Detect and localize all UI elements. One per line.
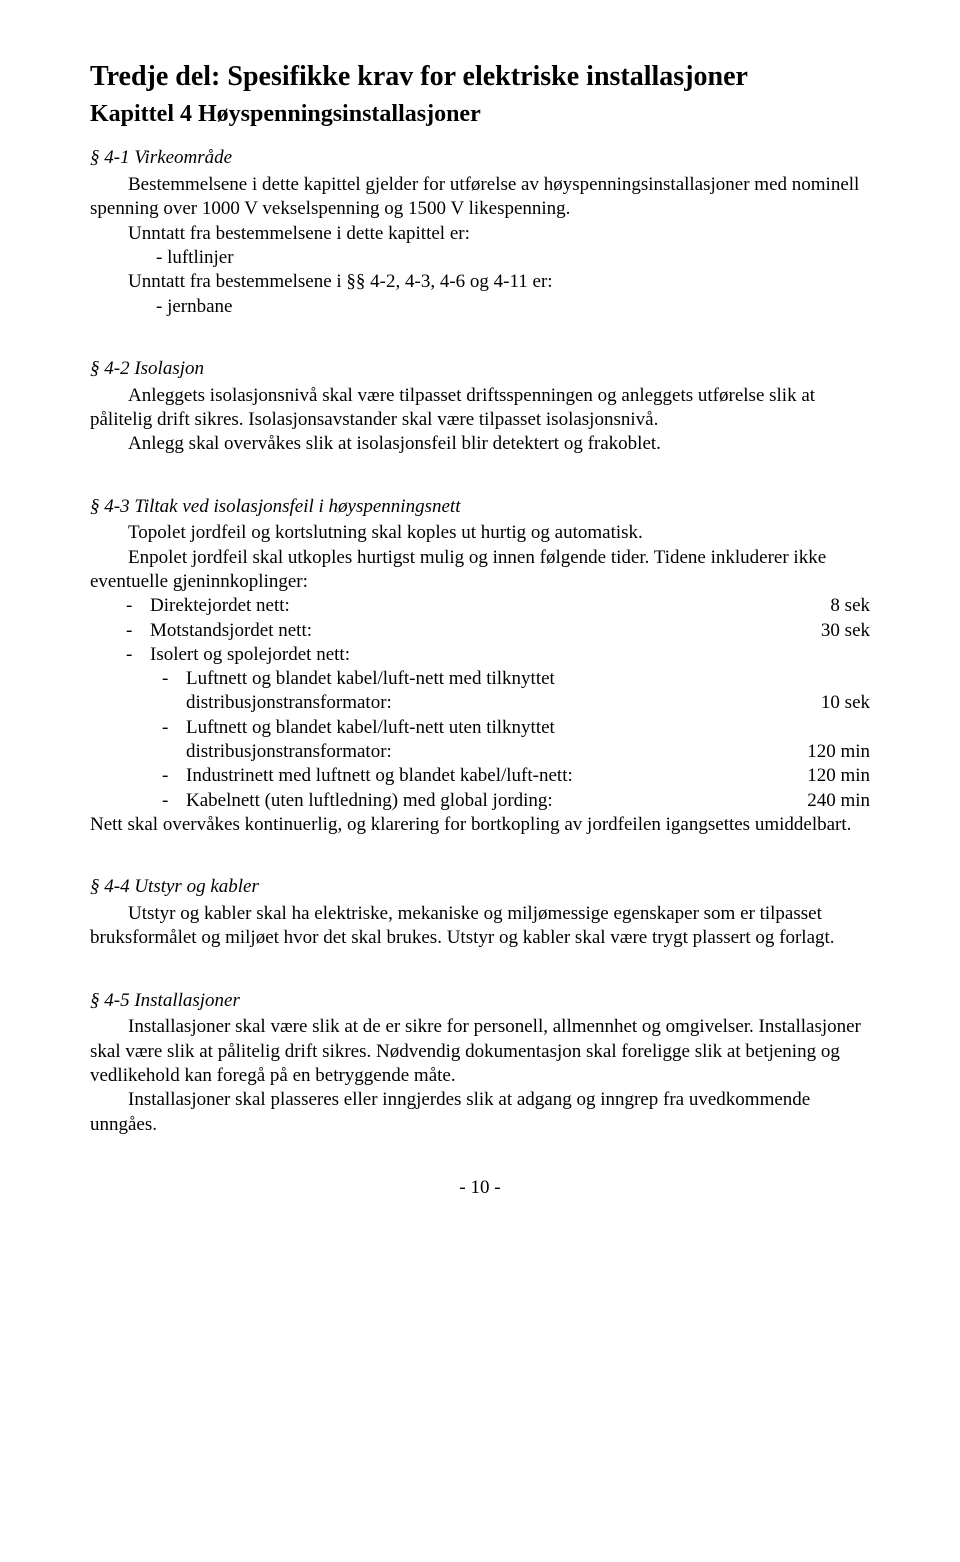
- dash-icon: -: [90, 643, 150, 667]
- section-4-5-p1: Installasjoner skal være slik at de er s…: [90, 1015, 870, 1088]
- section-4-3-p3: Nett skal overvåkes kontinuerlig, og kla…: [90, 813, 870, 837]
- section-4-3-heading: § 4-3 Tiltak ved isolasjonsfeil i høyspe…: [90, 495, 870, 520]
- dash-icon: -: [90, 619, 150, 643]
- part-title: Tredje del: Spesifikke krav for elektris…: [90, 60, 870, 94]
- list-label: Isolert og spolejordet nett:: [150, 643, 862, 667]
- sublist-value: 240 min: [799, 789, 870, 813]
- section-4-1-heading: § 4-1 Virkeområde: [90, 146, 870, 171]
- section-4-2-p2: Anlegg skal overvåkes slik at isolasjons…: [90, 432, 870, 456]
- sublist-label: Luftnett og blandet kabel/luft-nett uten…: [186, 716, 870, 740]
- sublist-value: 120 min: [799, 764, 870, 788]
- list-label: Motstandsjordet nett:: [150, 619, 813, 643]
- section-4-1-li2: - jernbane: [90, 295, 870, 319]
- chapter-title: Kapittel 4 Høyspenningsinstallasjoner: [90, 100, 870, 129]
- list-row-motstand: - Motstandsjordet nett: 30 sek: [90, 619, 870, 643]
- sublist-row-2-cont: distribusjonstransformator: 120 min: [90, 740, 870, 764]
- page-number: - 10 -: [90, 1177, 870, 1199]
- section-4-4-heading: § 4-4 Utstyr og kabler: [90, 875, 870, 900]
- section-4-5-heading: § 4-5 Installasjoner: [90, 989, 870, 1014]
- section-4-1-p3: Unntatt fra bestemmelsene i §§ 4-2, 4-3,…: [90, 270, 870, 294]
- section-4-3-p1: Topolet jordfeil og kortslutning skal ko…: [90, 521, 870, 545]
- document-page: Tredje del: Spesifikke krav for elektris…: [0, 0, 960, 1239]
- sublist-value: 120 min: [799, 740, 870, 764]
- sublist-label: Kabelnett (uten luftledning) med global …: [186, 789, 799, 813]
- list-value: 8 sek: [822, 594, 870, 618]
- section-4-5-p2: Installasjoner skal plasseres eller inng…: [90, 1088, 870, 1137]
- sublist-row-1-cont: distribusjonstransformator: 10 sek: [90, 691, 870, 715]
- dash-icon: -: [90, 789, 186, 813]
- sublist-row-3: - Industrinett med luftnett og blandet k…: [90, 764, 870, 788]
- dash-icon: -: [90, 764, 186, 788]
- section-4-1-p1: Bestemmelsene i dette kapittel gjelder f…: [90, 173, 870, 222]
- list-value: 30 sek: [813, 619, 870, 643]
- list-row-isolert: - Isolert og spolejordet nett:: [90, 643, 870, 667]
- section-4-2-heading: § 4-2 Isolasjon: [90, 357, 870, 382]
- dash-icon: -: [90, 716, 186, 740]
- section-4-2-p1: Anleggets isolasjonsnivå skal være tilpa…: [90, 384, 870, 433]
- sublist-label-cont: distribusjonstransformator:: [186, 740, 799, 764]
- list-row-direktejord: - Direktejordet nett: 8 sek: [90, 594, 870, 618]
- dash-icon: -: [90, 594, 150, 618]
- section-4-4-p1: Utstyr og kabler skal ha elektriske, mek…: [90, 902, 870, 951]
- section-4-1-p2: Unntatt fra bestemmelsene i dette kapitt…: [90, 222, 870, 246]
- sublist-row-1: - Luftnett og blandet kabel/luft-nett me…: [90, 667, 870, 691]
- dash-icon: -: [90, 667, 186, 691]
- sublist-value: 10 sek: [813, 691, 870, 715]
- list-label: Direktejordet nett:: [150, 594, 822, 618]
- section-4-3-p2: Enpolet jordfeil skal utkoples hurtigst …: [90, 546, 870, 595]
- sublist-row-4: - Kabelnett (uten luftledning) med globa…: [90, 789, 870, 813]
- list-value: [862, 643, 870, 667]
- sublist-label-cont: distribusjonstransformator:: [186, 691, 813, 715]
- section-4-1-li1: - luftlinjer: [90, 246, 870, 270]
- sublist-row-2: - Luftnett og blandet kabel/luft-nett ut…: [90, 716, 870, 740]
- sublist-label: Luftnett og blandet kabel/luft-nett med …: [186, 667, 870, 691]
- sublist-label: Industrinett med luftnett og blandet kab…: [186, 764, 799, 788]
